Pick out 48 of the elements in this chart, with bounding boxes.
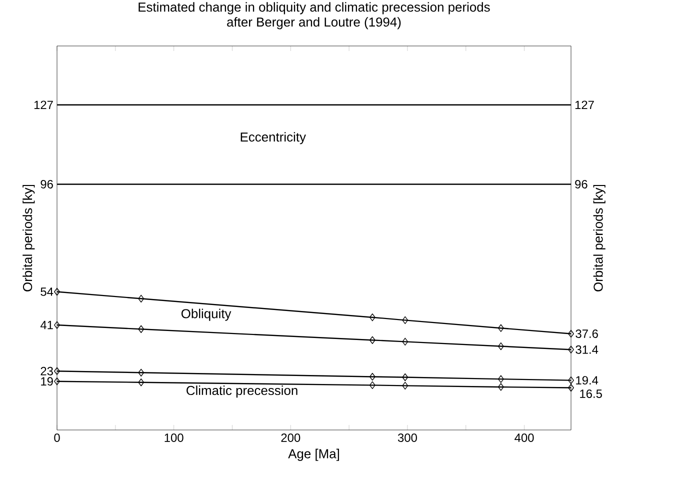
x-tick-label: 0 bbox=[54, 434, 60, 442]
x-tick-label: 400 bbox=[514, 434, 534, 442]
point bbox=[54, 367, 60, 375]
data-label: 37.6 bbox=[576, 330, 598, 338]
point bbox=[568, 376, 574, 384]
point bbox=[369, 336, 376, 344]
point bbox=[369, 372, 376, 381]
data-label: 16.5 bbox=[580, 390, 602, 398]
point bbox=[568, 384, 574, 392]
x-tick-label: 300 bbox=[398, 434, 417, 442]
point bbox=[568, 346, 574, 354]
y-tick-label: 23 bbox=[40, 366, 53, 376]
y2-axis-title: Orbital periods [ky] bbox=[593, 184, 606, 292]
y-tick-label: 96 bbox=[40, 180, 53, 188]
chart-title: Estimated change in obliquity and climatic precession periods after Berger and Loutre (1994) bbox=[138, 2, 490, 30]
annotation: Eccentricity bbox=[240, 132, 306, 144]
point bbox=[138, 325, 144, 333]
point bbox=[54, 321, 60, 329]
point bbox=[138, 294, 144, 302]
point bbox=[568, 330, 574, 338]
point bbox=[498, 375, 504, 383]
point bbox=[54, 288, 60, 296]
x-axis-title: Age [Ma] bbox=[288, 448, 339, 461]
y-tick-label: 41 bbox=[40, 320, 53, 330]
x-tick-label: 200 bbox=[281, 434, 300, 442]
point bbox=[138, 368, 144, 376]
point bbox=[498, 342, 504, 350]
y-tick-label: 54 bbox=[40, 288, 54, 296]
point bbox=[402, 338, 408, 346]
point bbox=[402, 382, 408, 390]
point bbox=[498, 383, 504, 391]
annotation: Obliquity bbox=[181, 308, 232, 321]
point bbox=[54, 378, 60, 386]
point bbox=[138, 378, 144, 386]
y2-tick-label: 127 bbox=[575, 100, 594, 110]
point bbox=[402, 316, 408, 324]
point bbox=[498, 324, 504, 332]
data-label: 19.4 bbox=[576, 376, 598, 385]
annotation: Climatic precession bbox=[186, 386, 298, 398]
y2-tick-label: 96 bbox=[575, 180, 588, 188]
point bbox=[402, 373, 408, 382]
point bbox=[369, 314, 376, 322]
data-label: 31.4 bbox=[576, 345, 598, 354]
x-tick-label: 100 bbox=[164, 434, 184, 442]
y-tick-label: 19 bbox=[41, 377, 53, 386]
y-axis-title: Orbital periods [ky] bbox=[22, 184, 35, 292]
y-tick-label: 127 bbox=[34, 100, 53, 110]
point bbox=[369, 381, 376, 390]
